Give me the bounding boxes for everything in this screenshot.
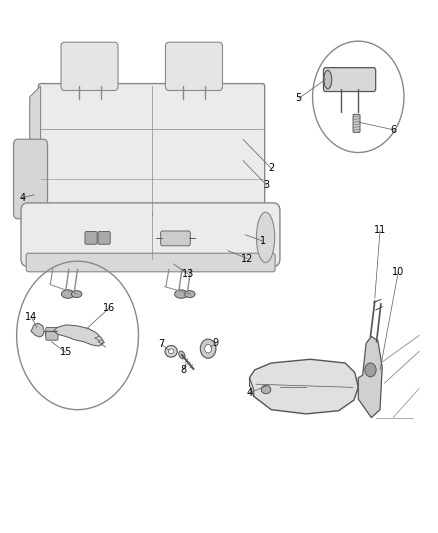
- Text: 8: 8: [180, 365, 187, 375]
- Polygon shape: [30, 86, 41, 227]
- Ellipse shape: [185, 290, 195, 297]
- FancyBboxPatch shape: [323, 68, 376, 92]
- Polygon shape: [250, 378, 254, 397]
- Text: 9: 9: [212, 338, 219, 349]
- Text: 1: 1: [259, 236, 265, 246]
- Text: 6: 6: [390, 125, 396, 135]
- Text: 12: 12: [241, 254, 254, 263]
- Ellipse shape: [256, 212, 275, 263]
- Text: 2: 2: [268, 164, 274, 173]
- FancyBboxPatch shape: [26, 253, 275, 272]
- Text: 16: 16: [103, 303, 116, 313]
- FancyBboxPatch shape: [161, 231, 190, 246]
- Text: 4: 4: [19, 192, 25, 203]
- Polygon shape: [53, 325, 104, 346]
- Text: 5: 5: [296, 93, 302, 103]
- Ellipse shape: [71, 290, 82, 297]
- Ellipse shape: [261, 385, 271, 394]
- Circle shape: [365, 363, 376, 377]
- Circle shape: [205, 344, 212, 353]
- FancyBboxPatch shape: [39, 84, 265, 219]
- FancyBboxPatch shape: [85, 231, 97, 244]
- Text: 11: 11: [374, 225, 386, 236]
- Polygon shape: [31, 323, 44, 337]
- FancyBboxPatch shape: [353, 114, 360, 132]
- FancyBboxPatch shape: [14, 139, 47, 219]
- Polygon shape: [358, 336, 382, 418]
- Text: 4: 4: [247, 387, 253, 398]
- Polygon shape: [250, 359, 358, 414]
- FancyBboxPatch shape: [61, 42, 118, 91]
- FancyBboxPatch shape: [21, 203, 280, 266]
- Text: 3: 3: [264, 180, 270, 190]
- Ellipse shape: [61, 290, 74, 298]
- Ellipse shape: [165, 345, 177, 357]
- Text: 14: 14: [25, 312, 37, 322]
- Ellipse shape: [179, 351, 185, 359]
- Ellipse shape: [169, 349, 174, 354]
- Ellipse shape: [175, 290, 187, 298]
- Text: 15: 15: [60, 348, 72, 358]
- Text: 10: 10: [392, 267, 404, 277]
- Circle shape: [200, 339, 216, 358]
- FancyBboxPatch shape: [46, 327, 58, 340]
- Text: 13: 13: [182, 270, 194, 279]
- FancyBboxPatch shape: [98, 231, 110, 244]
- FancyBboxPatch shape: [166, 42, 223, 91]
- Ellipse shape: [46, 328, 57, 340]
- Text: 7: 7: [159, 340, 165, 350]
- Ellipse shape: [324, 70, 332, 89]
